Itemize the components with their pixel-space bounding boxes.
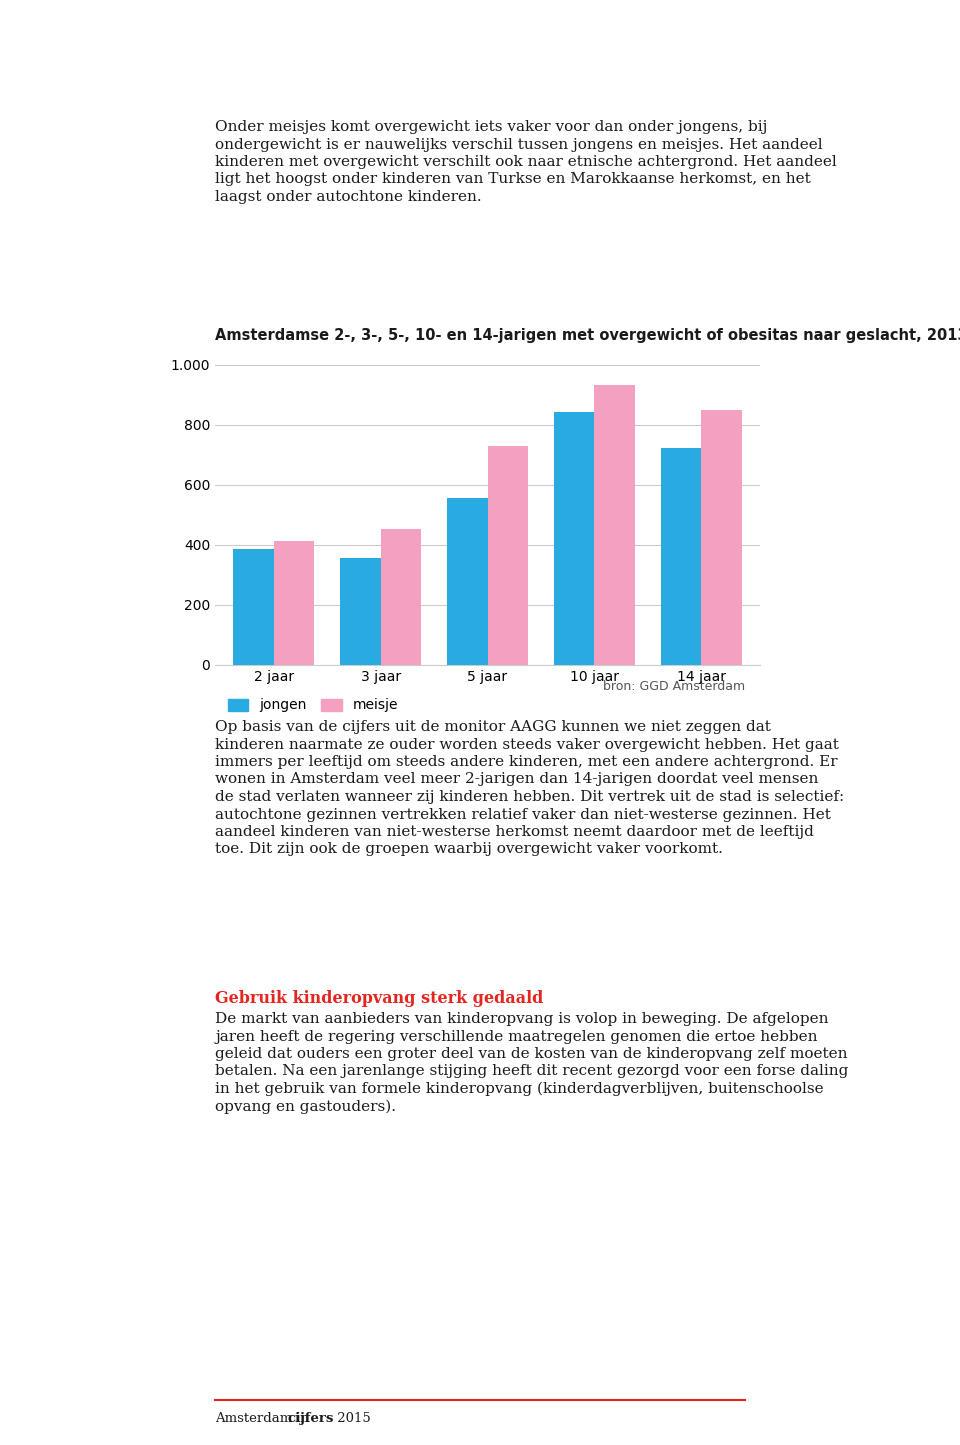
Bar [380,529,421,665]
Text: toe. Dit zijn ook de groepen waarbij overgewicht vaker voorkomt.: toe. Dit zijn ook de groepen waarbij ove… [215,842,723,857]
Text: ondergewicht is er nauwelijks verschil tussen jongens en meisjes. Het aandeel: ondergewicht is er nauwelijks verschil t… [215,137,823,152]
Text: betalen. Na een jarenlange stijging heeft dit recent gezorgd voor een forse dali: betalen. Na een jarenlange stijging heef… [215,1065,849,1078]
Text: De markt van aanbieders van kinderopvang is volop in beweging. De afgelopen: De markt van aanbieders van kinderopvang… [215,1011,828,1026]
Text: kinderen naarmate ze ouder worden steeds vaker overgewicht hebben. Het gaat: kinderen naarmate ze ouder worden steeds… [215,737,839,751]
Text: geleid dat ouders een groter deel van de kosten van de kinderopvang zelf moeten: geleid dat ouders een groter deel van de… [215,1048,848,1061]
Text: laagst onder autochtone kinderen.: laagst onder autochtone kinderen. [215,189,482,204]
Text: in het gebruik van formele kinderopvang (kinderdagverblijven, buitenschoolse: in het gebruik van formele kinderopvang … [215,1082,824,1097]
Bar [488,447,528,665]
Text: Welzijn, zorg en sport: Welzijn, zorg en sport [17,29,231,48]
Text: Amsterdamse 2-, 3-, 5-, 10- en 14-jarigen met overgewicht of obesitas naar gesla: Amsterdamse 2-, 3-, 5-, 10- en 14-jarige… [215,328,960,342]
Text: 7: 7 [924,134,944,162]
Bar [701,410,742,665]
Text: 235: 235 [887,29,933,49]
Text: Gebruik kinderopvang sterk gedaald: Gebruik kinderopvang sterk gedaald [215,990,543,1007]
Text: cijfers: cijfers [287,1412,333,1425]
Text: wonen in Amsterdam veel meer 2-jarigen dan 14-jarigen doordat veel mensen: wonen in Amsterdam veel meer 2-jarigen d… [215,773,818,786]
Text: Amsterdam in: Amsterdam in [215,1412,313,1425]
Bar [554,412,594,665]
Text: kinderen met overgewicht verschilt ook naar etnische achtergrond. Het aandeel: kinderen met overgewicht verschilt ook n… [215,155,837,169]
Text: opvang en gastouders).: opvang en gastouders). [215,1100,396,1114]
Text: ligt het hoogst onder kinderen van Turkse en Marokkaanse herkomst, en het: ligt het hoogst onder kinderen van Turks… [215,172,811,186]
Text: jaren heeft de regering verschillende maatregelen genomen die ertoe hebben: jaren heeft de regering verschillende ma… [215,1029,818,1043]
Bar [660,448,701,665]
Text: autochtone gezinnen vertrekken relatief vaker dan niet-westerse gezinnen. Het: autochtone gezinnen vertrekken relatief … [215,808,830,822]
Text: 2015: 2015 [333,1412,371,1425]
Bar [233,549,274,665]
Text: de stad verlaten wanneer zij kinderen hebben. Dit vertrek uit de stad is selecti: de stad verlaten wanneer zij kinderen he… [215,790,844,803]
Text: aandeel kinderen van niet-westerse herkomst neemt daardoor met de leeftijd: aandeel kinderen van niet-westerse herko… [215,825,814,840]
Bar [274,540,314,665]
Bar [447,499,488,665]
Text: immers per leeftijd om steeds andere kinderen, met een andere achtergrond. Er: immers per leeftijd om steeds andere kin… [215,754,838,769]
Text: bron: GGD Amsterdam: bron: GGD Amsterdam [603,681,745,694]
Text: Onder meisjes komt overgewicht iets vaker voor dan onder jongens, bij: Onder meisjes komt overgewicht iets vake… [215,120,767,134]
Legend: jongen, meisje: jongen, meisje [222,694,404,718]
Bar [340,559,380,665]
Text: Op basis van de cijfers uit de monitor AAGG kunnen we niet zeggen dat: Op basis van de cijfers uit de monitor A… [215,720,771,734]
Bar [594,384,635,665]
